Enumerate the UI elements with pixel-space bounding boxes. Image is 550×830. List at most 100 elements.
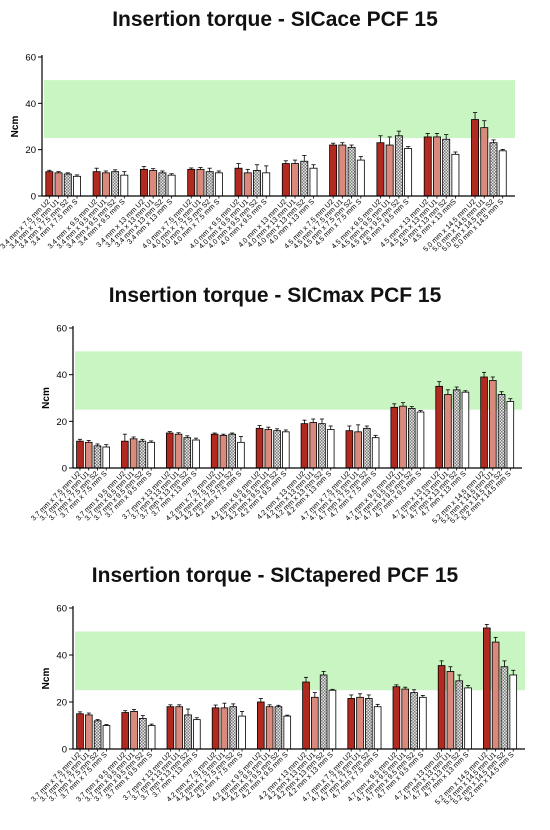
bar bbox=[338, 144, 347, 197]
bar bbox=[309, 167, 318, 197]
bar bbox=[451, 153, 460, 197]
bar bbox=[283, 715, 292, 750]
bar bbox=[419, 696, 427, 750]
bar bbox=[446, 671, 455, 750]
bar bbox=[371, 437, 380, 469]
bar bbox=[111, 171, 120, 197]
bar bbox=[509, 674, 518, 750]
bar bbox=[101, 172, 110, 197]
bar bbox=[376, 142, 385, 197]
bar bbox=[187, 168, 196, 197]
y-tick-label: 40 bbox=[56, 651, 67, 662]
bar bbox=[45, 171, 54, 197]
bar bbox=[228, 433, 236, 469]
y-axis-label: Ncm bbox=[41, 387, 52, 409]
bar bbox=[147, 441, 155, 469]
bar bbox=[282, 431, 290, 469]
bar bbox=[147, 725, 156, 750]
bar bbox=[211, 707, 220, 750]
bar bbox=[257, 701, 265, 750]
bar bbox=[410, 692, 418, 750]
bar bbox=[423, 136, 432, 197]
bar bbox=[220, 707, 229, 750]
y-tick-label: 20 bbox=[56, 698, 67, 709]
bar bbox=[356, 696, 364, 750]
bar bbox=[345, 430, 354, 469]
y-tick-label: 0 bbox=[31, 192, 36, 203]
bar bbox=[394, 135, 403, 197]
target-range-band bbox=[44, 80, 515, 139]
bar bbox=[120, 174, 129, 197]
bar bbox=[264, 429, 273, 469]
bar bbox=[102, 725, 111, 750]
y-tick-label: 0 bbox=[62, 464, 67, 475]
bar bbox=[238, 715, 246, 750]
bar bbox=[302, 681, 310, 750]
bar bbox=[205, 171, 214, 197]
bar bbox=[84, 441, 93, 469]
bar bbox=[234, 167, 243, 197]
bar bbox=[347, 698, 355, 750]
bar bbox=[318, 423, 326, 469]
bar bbox=[85, 714, 93, 750]
bar bbox=[390, 406, 399, 469]
y-tick-label: 40 bbox=[25, 99, 36, 110]
y-tick-label: 60 bbox=[56, 324, 67, 335]
bar bbox=[253, 170, 261, 197]
y-tick-label: 60 bbox=[56, 604, 67, 615]
bar bbox=[167, 174, 176, 197]
bar bbox=[347, 146, 356, 197]
bar bbox=[452, 389, 461, 469]
bar bbox=[183, 437, 192, 469]
bar bbox=[309, 422, 317, 469]
bar bbox=[329, 144, 338, 197]
bar bbox=[93, 720, 102, 750]
bar bbox=[273, 430, 281, 469]
bar bbox=[356, 159, 365, 197]
bar bbox=[138, 440, 147, 469]
bar bbox=[464, 687, 472, 750]
bar bbox=[480, 127, 489, 197]
y-tick-label: 0 bbox=[62, 745, 67, 756]
bar bbox=[214, 172, 223, 197]
bar bbox=[497, 394, 506, 469]
bar bbox=[491, 641, 500, 750]
y-tick-label: 60 bbox=[25, 53, 36, 64]
bar bbox=[444, 394, 452, 469]
bar bbox=[192, 439, 200, 469]
chart-title: Insertion torque - SICtapered PCF 15 bbox=[91, 564, 459, 587]
bar bbox=[399, 405, 407, 469]
bar bbox=[506, 401, 515, 469]
bar bbox=[435, 385, 443, 469]
chart-panel-1: Insertion torque - SICace PCF 15 3.4 mm … bbox=[0, 0, 550, 278]
bar bbox=[408, 408, 416, 469]
bar bbox=[255, 427, 264, 469]
bar bbox=[92, 171, 101, 197]
chart-title: Insertion torque - SICmax PCF 15 bbox=[108, 284, 442, 307]
bar bbox=[265, 706, 274, 750]
bar bbox=[416, 411, 425, 469]
y-tick-label: 40 bbox=[56, 370, 67, 381]
bar bbox=[63, 173, 72, 197]
bar bbox=[121, 440, 129, 469]
bar bbox=[326, 429, 335, 469]
bar bbox=[219, 434, 228, 469]
bar bbox=[461, 391, 470, 469]
bar bbox=[121, 712, 129, 750]
bar bbox=[54, 172, 63, 197]
bar bbox=[328, 689, 337, 750]
bar bbox=[489, 142, 498, 197]
bar bbox=[237, 441, 245, 469]
bar bbox=[471, 119, 479, 197]
bar bbox=[385, 144, 394, 197]
bar bbox=[76, 440, 84, 469]
chart-svg: 3.4 mm x 7.5 mm U23.4 mm x 7.5 mm U13.4 … bbox=[0, 53, 515, 253]
bar bbox=[184, 714, 192, 750]
bar bbox=[166, 706, 175, 750]
chart-panel-2: Insertion torque - SICmax PCF 15 3.7 mm … bbox=[0, 278, 550, 558]
bar bbox=[243, 172, 252, 197]
bar bbox=[175, 706, 184, 750]
bar bbox=[401, 688, 410, 750]
bar bbox=[281, 163, 290, 197]
bar bbox=[300, 160, 309, 197]
